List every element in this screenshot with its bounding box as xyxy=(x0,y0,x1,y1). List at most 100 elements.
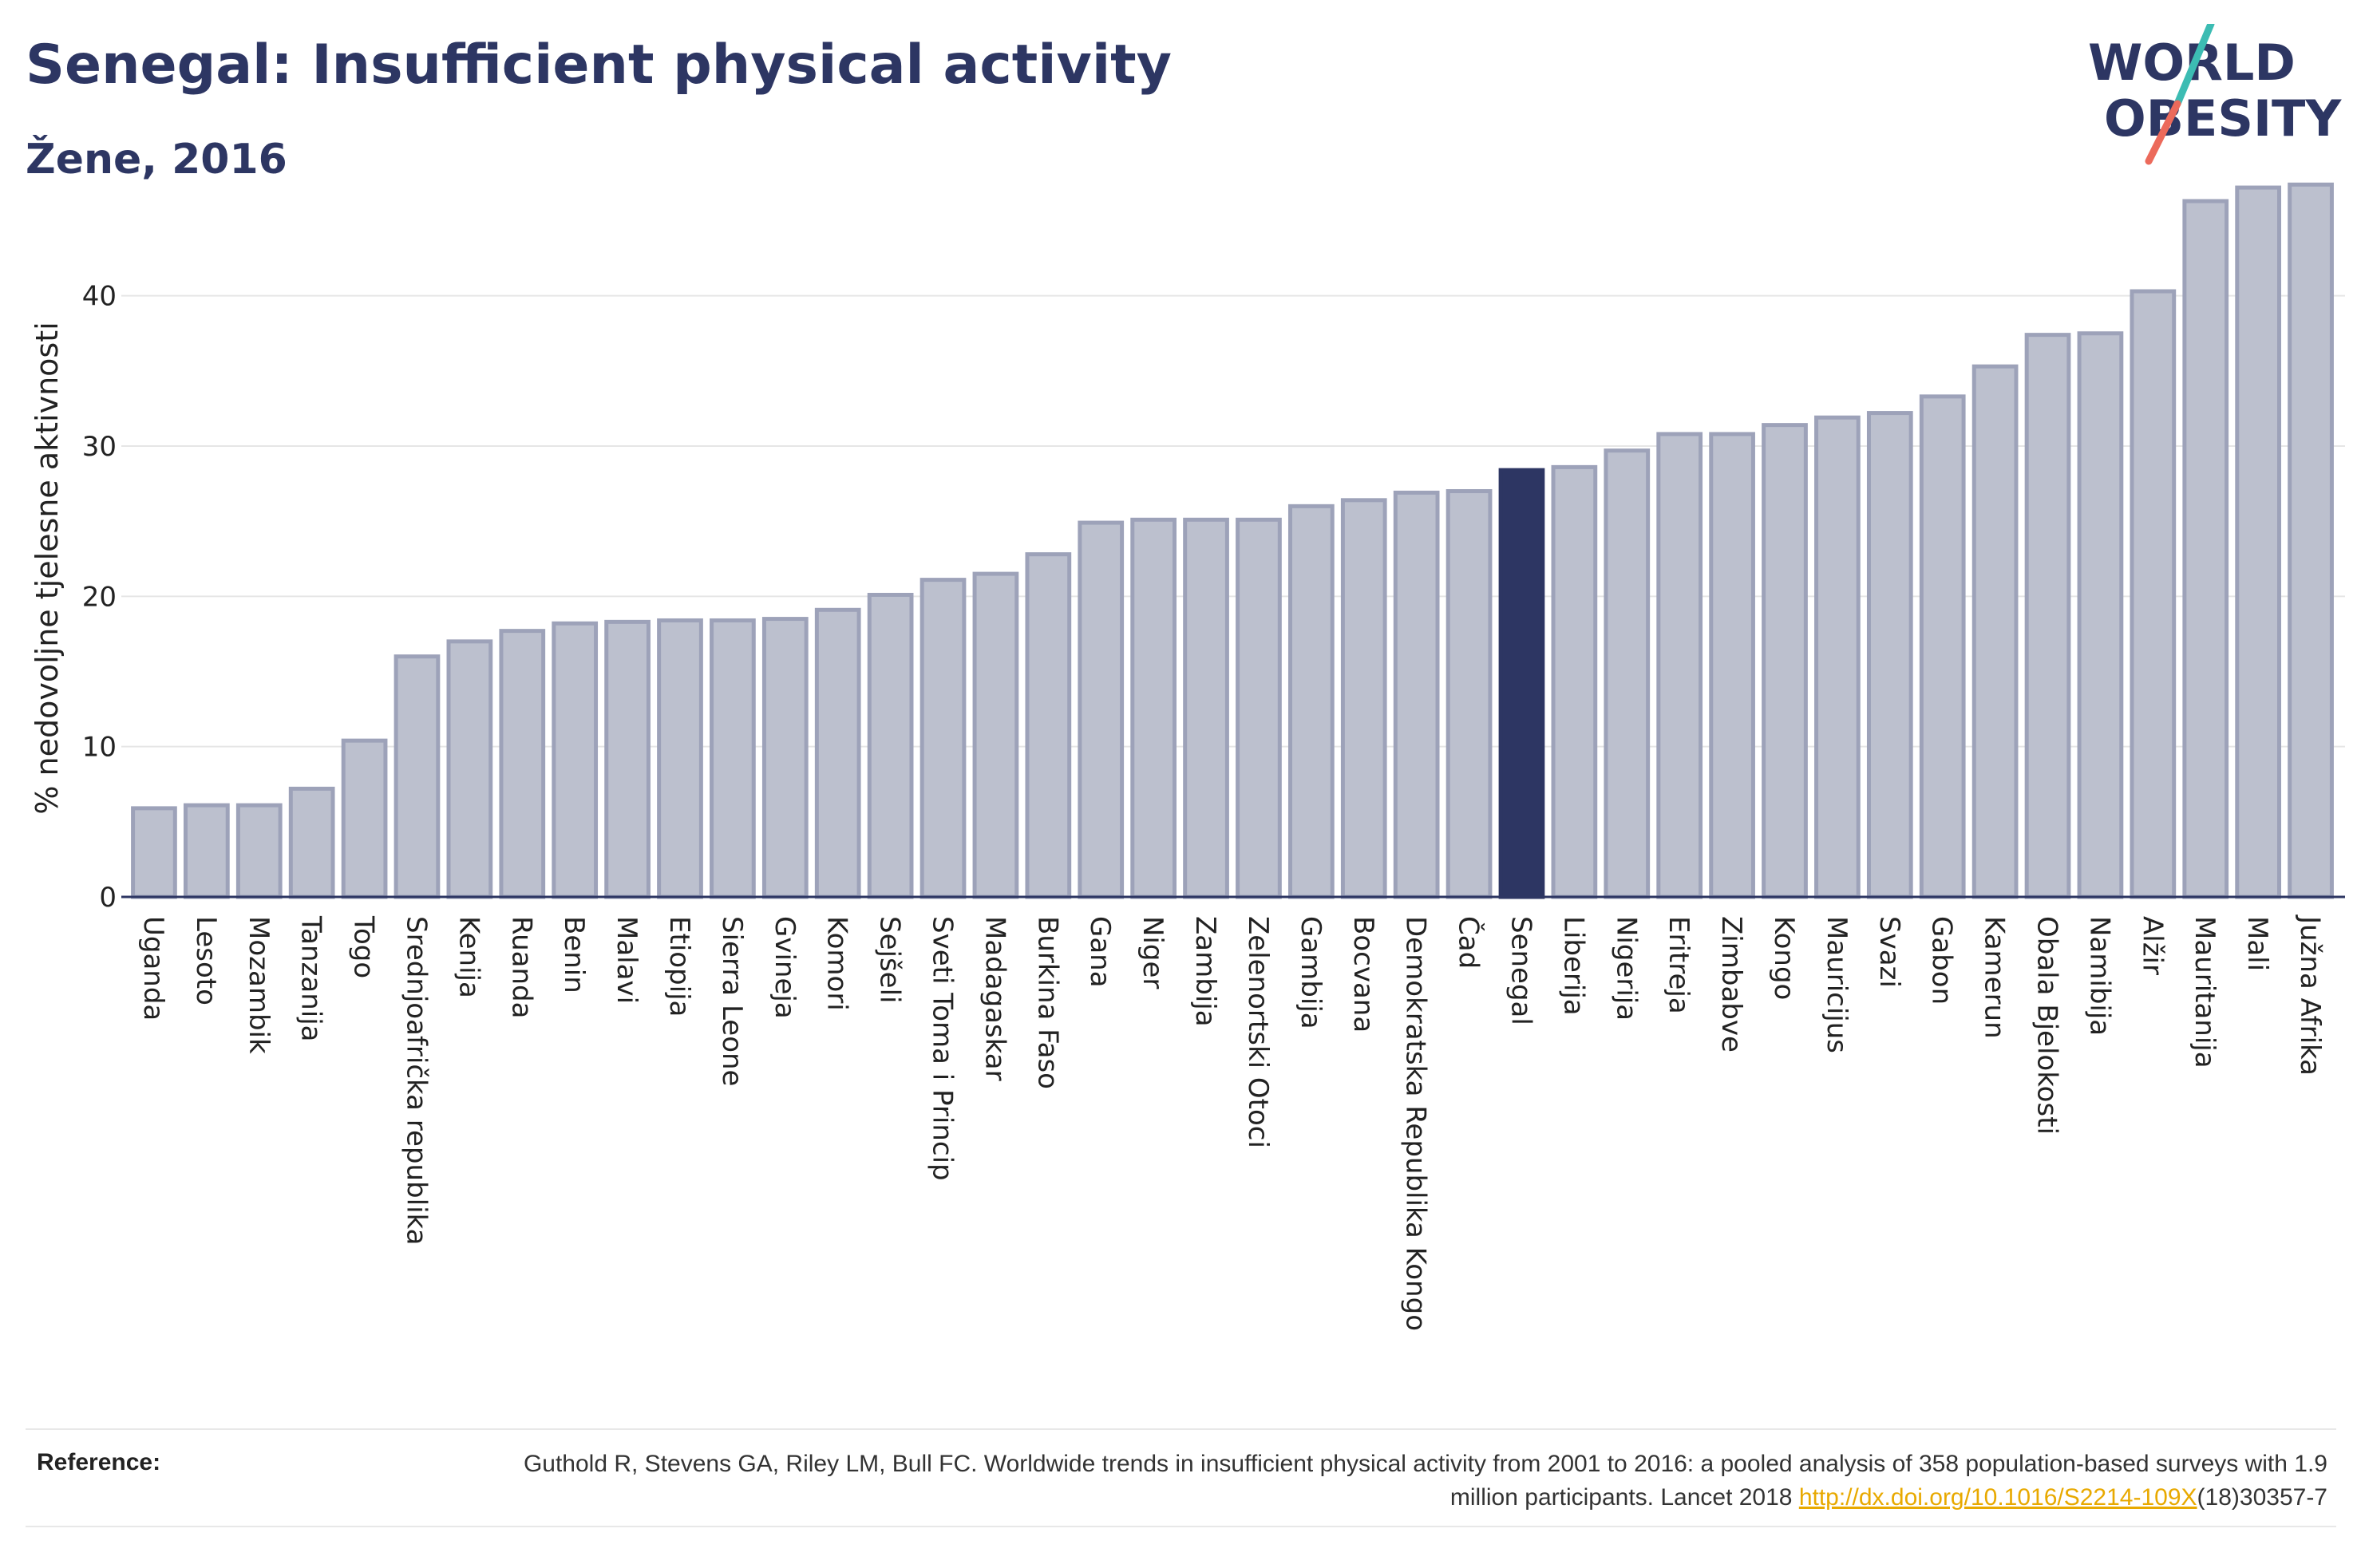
bar xyxy=(919,578,967,899)
x-tick-label: Gabon xyxy=(1926,916,1958,1005)
reference-label: Reference: xyxy=(37,1449,161,1475)
y-tick-label: 40 xyxy=(82,281,117,313)
bar xyxy=(1078,520,1125,899)
reference-doi-link[interactable]: http://dx.doi.org/10.1016/S2214-109X xyxy=(1798,1484,2197,1511)
x-tick-label: Obala Bjelokosti xyxy=(2031,916,2063,1135)
x-tick-label: Uganda xyxy=(137,916,169,1021)
bar xyxy=(1130,517,1177,899)
world-obesity-logo: WORLD OBESITY xyxy=(2088,24,2342,165)
x-tick-label: Sejšeli xyxy=(874,916,906,1003)
bar xyxy=(2024,333,2071,899)
bar xyxy=(1656,432,1703,899)
x-tick-label: Nigerija xyxy=(1610,916,1642,1021)
bar xyxy=(183,803,230,899)
y-tick-label: 30 xyxy=(82,431,117,463)
x-tick-label: Kenija xyxy=(453,916,484,998)
bar xyxy=(1709,432,1755,899)
x-tick-label: Gambija xyxy=(1295,916,1327,1029)
x-tick-label: Komori xyxy=(821,916,853,1011)
bar xyxy=(341,738,388,899)
bar xyxy=(552,621,599,899)
y-tick-label: 10 xyxy=(82,732,117,764)
bar xyxy=(1971,364,2019,899)
x-tick-label: Svazi xyxy=(1873,916,1905,988)
bar-highlighted xyxy=(1498,468,1545,899)
logo-slash-teal xyxy=(2173,24,2215,108)
bar xyxy=(1445,489,1493,899)
x-axis-tick-labels: Uganda Lesoto Mozambik Tanzanija Togo Srednjo… xyxy=(137,914,2326,1331)
reference-top-rule xyxy=(26,1428,2336,1430)
bar xyxy=(604,619,651,899)
bar xyxy=(710,618,756,899)
bar xyxy=(972,571,1019,899)
bar xyxy=(394,654,441,899)
x-tick-label: Alžir xyxy=(2136,916,2168,975)
x-tick-label: Mozambik xyxy=(243,916,275,1054)
chart-subtitle: Žene, 2016 xyxy=(26,136,287,184)
bar xyxy=(288,786,335,899)
x-tick-label: Malavi xyxy=(611,916,643,1004)
bar xyxy=(2077,331,2124,899)
x-tick-label: Sveti Toma i Princip xyxy=(927,916,959,1181)
y-axis-ticks: 0 10 20 30 40 xyxy=(82,281,117,914)
bar xyxy=(2235,185,2282,899)
bar xyxy=(1183,517,1229,899)
x-tick-label: Srednjoafrička republika xyxy=(400,916,432,1245)
x-tick-label: Južna Afrika xyxy=(2294,914,2326,1076)
bar xyxy=(1762,423,1808,899)
x-tick-label: Kamerun xyxy=(1979,916,2011,1039)
x-tick-label: Ruanda xyxy=(505,916,537,1018)
x-tick-label: Gvineja xyxy=(769,916,801,1019)
bar xyxy=(1604,448,1651,899)
y-axis-label: % nedovoljne tjelesne aktivnosti xyxy=(30,322,65,814)
x-tick-label: Mali xyxy=(2241,916,2273,971)
reference-citation: Guthold R, Stevens GA, Riley LM, Bull FC… xyxy=(523,1451,2327,1511)
chart-title: Senegal: Insufficient physical activity xyxy=(26,34,1172,97)
bar xyxy=(814,607,861,899)
x-tick-label: Demokratska Republika Kongo xyxy=(1400,916,1432,1331)
x-tick-label: Madagaskar xyxy=(979,916,1010,1081)
bar xyxy=(131,806,177,899)
bar xyxy=(2182,199,2229,899)
bar xyxy=(1393,490,1440,899)
x-tick-label: Kongo xyxy=(1768,916,1800,1000)
bar xyxy=(2288,182,2334,899)
x-tick-label: Mauritanija xyxy=(2189,916,2221,1068)
x-tick-label: Čad xyxy=(1453,916,1485,969)
bar xyxy=(1814,415,1861,899)
reference-suffix: (18)30357-7 xyxy=(2197,1484,2327,1511)
x-tick-label: Etiopija xyxy=(663,916,695,1017)
bar xyxy=(499,629,546,899)
y-tick-label: 20 xyxy=(82,581,117,613)
bar xyxy=(446,639,493,899)
y-tick-label: 0 xyxy=(99,882,117,914)
bar xyxy=(235,803,283,899)
x-tick-label: Mauricijus xyxy=(1821,916,1853,1053)
x-tick-label: Sierra Leone xyxy=(716,916,748,1086)
bar xyxy=(1287,504,1335,899)
bar xyxy=(1919,394,1966,899)
bars xyxy=(131,182,2334,899)
x-tick-label: Tanzanija xyxy=(295,915,327,1041)
logo-line-2: OBESITY xyxy=(2104,89,2342,148)
x-tick-label: Benin xyxy=(558,916,590,993)
x-tick-label: Lesoto xyxy=(190,916,222,1005)
bar xyxy=(1236,517,1282,899)
bar xyxy=(1025,552,1072,899)
x-tick-label: Senegal xyxy=(1505,916,1536,1025)
x-tick-label: Zambija xyxy=(1189,916,1221,1027)
x-tick-label: Zelenortski Otoci xyxy=(1242,916,1274,1148)
x-tick-label: Zimbabve xyxy=(1715,916,1747,1053)
bar xyxy=(2130,289,2177,899)
x-tick-label: Burkina Faso xyxy=(1031,916,1063,1089)
x-tick-label: Togo xyxy=(348,915,380,978)
reference-text: Guthold R, Stevens GA, Riley LM, Bull FC… xyxy=(492,1448,2327,1515)
bar xyxy=(1340,498,1387,899)
x-tick-label: Namibija xyxy=(2083,916,2115,1036)
logo-slash-coral xyxy=(2145,100,2181,165)
bar xyxy=(761,617,809,899)
x-tick-label: Gana xyxy=(1084,916,1116,988)
x-tick-label: Liberija xyxy=(1557,916,1589,1016)
reference-bottom-rule xyxy=(26,1526,2336,1527)
x-tick-label: Niger xyxy=(1137,916,1169,989)
